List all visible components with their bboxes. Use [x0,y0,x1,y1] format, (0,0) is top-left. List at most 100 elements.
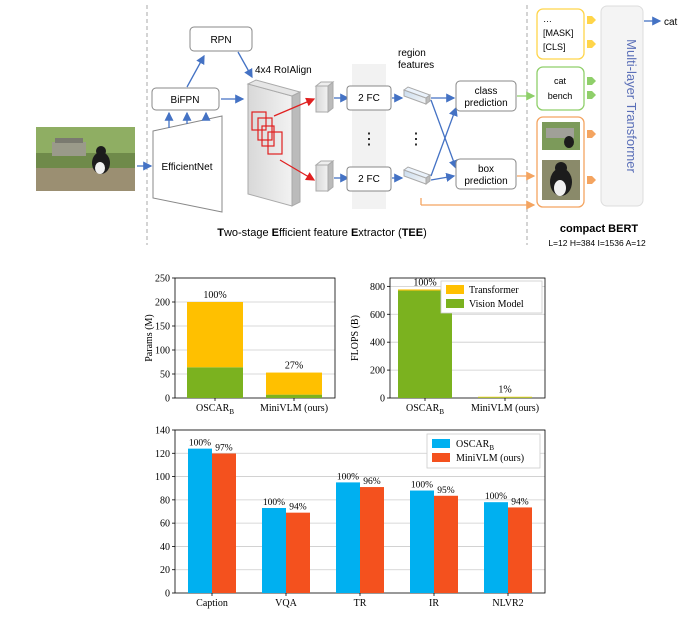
region-feature-top [402,86,432,105]
flops-bar-transformer [478,396,532,398]
params-ytick-label: 250 [155,274,170,285]
params-xtick-label: MiniVLM (ours) [260,403,328,414]
flops-bar-label: 100% [413,277,436,288]
tasks-bar-label: 100% [189,439,211,449]
tasks-ytick-label: 140 [155,426,170,437]
pooled-feature-bottom [314,159,335,193]
bifpn-label: BiFPN [171,95,200,106]
efficientnet-label: EfficientNet [162,162,213,173]
transformer-label: Multi-layer Transformer [624,39,639,173]
params-ytick-label: 200 [155,298,170,309]
tasks-bar-minivlm [212,453,236,593]
chart-tasks: 0 20 40 60 80 100 120 140 100% 97% Caption 100% 94% V… [155,426,546,609]
tasks-bar-minivlm [286,512,310,593]
tasks-bar-label: 100% [263,498,285,508]
tasks-xtick-label: IR [429,598,439,609]
tasks-ytick-label: 60 [160,519,170,530]
tasks-bar-label: 96% [363,477,381,487]
params-bar-transformer [266,372,322,395]
flops-legend-label: Transformer [469,285,519,296]
tasks-ytick-label: 120 [155,449,170,460]
flops-ytick-label: 800 [370,282,385,293]
bert-config: L=12 H=384 I=1536 A=12 [548,238,646,248]
class-prediction-label-2: prediction [464,98,507,109]
tag-bench: bench [548,91,573,101]
tasks-xtick-label: TR [354,598,367,609]
rpn-label: RPN [210,35,231,46]
tasks-xtick-label: NLVR2 [492,598,523,609]
flops-xtick-label: MiniVLM (ours) [471,403,539,414]
region-features-label-2: features [398,60,434,71]
flops-bar-label: 1% [498,385,511,396]
flops-bar-vision-model [478,397,532,398]
architecture-diagram: EfficientNet BiFPN RPN 4x4 RoIAlign [36,5,678,248]
flops-ytick-label: 400 [370,338,385,349]
params-bar-label: 27% [285,361,303,372]
transformer-block [600,5,644,207]
tasks-legend-swatch [432,453,450,462]
region-crop-2 [542,160,580,200]
fc-block-bottom [346,166,392,192]
flops-ytick-label: 200 [370,366,385,377]
chart-flops: 0 200 400 600 800 FLOPS (B) 100% OSCARB 1% MiniVL… [350,277,546,416]
tasks-bar-minivlm [360,487,384,593]
tag-group [536,66,585,111]
flops-ytick-label: 600 [370,310,385,321]
params-ytick-label: 50 [160,370,170,381]
flops-legend-swatch [446,285,464,294]
fc-label-top: 2 FC [358,93,380,104]
roialign-label: 4x4 RoIAlign [255,65,312,76]
flops-xtick-label: OSCARB [406,403,444,416]
tasks-bar-label: 100% [337,472,359,482]
flops-ytick-label: 0 [380,394,385,405]
tasks-bar-label: 100% [411,481,433,491]
tag-cat: cat [554,76,567,86]
tasks-bar-label: 97% [215,444,233,454]
flops-bar-transformer [398,289,452,291]
tasks-legend-swatch [432,439,450,448]
fc-label-bottom: 2 FC [358,174,380,185]
params-frame [174,277,336,399]
efficientnet-block [152,115,223,213]
output-label: cat [664,17,678,28]
feature-map [246,79,302,207]
tasks-bar-oscar [262,508,286,593]
class-prediction-block [455,80,517,112]
flops-legend-swatch [446,299,464,308]
params-xtick-label: OSCARB [196,403,234,416]
params-bar-vision-model [266,394,322,398]
box-prediction-block [455,158,517,190]
box-prediction-label-2: prediction [464,176,507,187]
tee-caption: Two-stage Efficient feature Extractor (T… [217,227,427,239]
tasks-ytick-label: 20 [160,565,170,576]
token-mask: [MASK] [543,28,574,38]
box-prediction-label-1: box [478,164,494,175]
tasks-bar-label: 95% [437,486,455,496]
vdots-fc: ⋮ [361,131,377,148]
rpn-block [189,26,253,52]
tasks-xtick-label: VQA [275,598,297,609]
params-ytick-label: 100 [155,346,170,357]
params-bar-transformer [187,302,243,368]
tasks-bar-minivlm [508,507,532,593]
text-token-group [536,8,585,60]
params-ytick-label: 0 [165,394,170,405]
tasks-legend-label: MiniVLM (ours) [456,453,524,464]
region-features-label-1: region [398,48,426,59]
flops-legend: Transformer Vision Model [440,280,543,314]
tasks-bar-oscar [484,502,508,593]
pooled-feature-top [314,80,335,114]
token-ellipsis: … [543,14,552,24]
params-bar-vision-model [187,367,243,398]
chart-params: 0 50 100 150 200 250 Params (M) 100% OSCARB 27% Mi… [144,274,336,416]
region-feature-bottom [402,166,432,185]
tasks-bar-minivlm [434,495,458,593]
input-image [36,127,135,191]
tasks-ytick-label: 0 [165,589,170,600]
tasks-ytick-label: 40 [160,542,170,553]
flops-legend-label: Vision Model [469,299,524,310]
tasks-bar-label: 100% [485,492,507,502]
bert-title: compact BERT [560,223,639,235]
